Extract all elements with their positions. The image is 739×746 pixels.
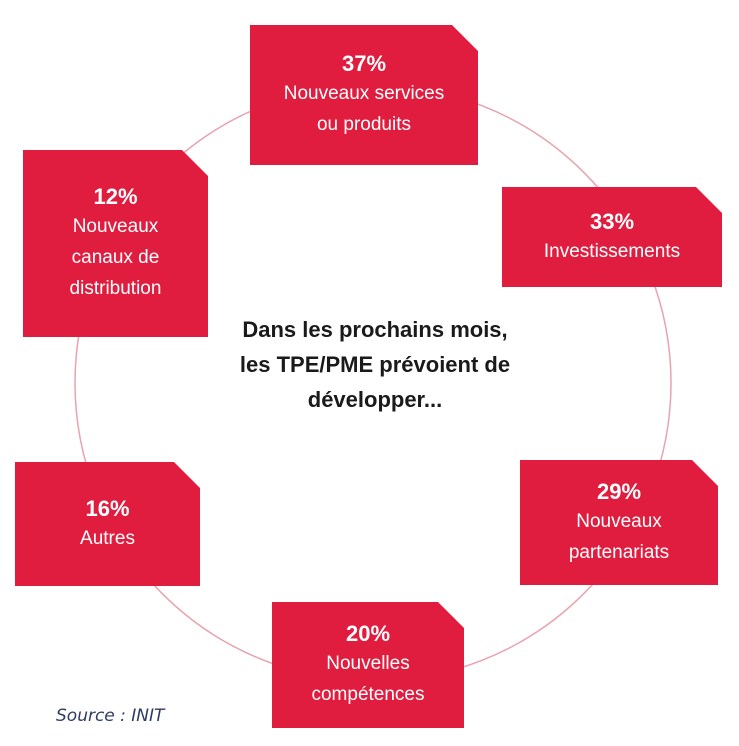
item-percent: 12%: [93, 184, 138, 209]
item-box-new-services: 37% Nouveaux services ou produits: [250, 25, 478, 165]
item-label: Nouvelles compétences: [311, 653, 425, 705]
item-box-new-channels: 12% Nouveaux canaux de distribution: [23, 150, 208, 337]
item-box-investments: 33% Investissements: [502, 187, 722, 287]
item-percent: 16%: [85, 495, 130, 521]
item-label: Autres: [80, 527, 135, 549]
item-percent: 29%: [596, 478, 642, 504]
item-box-new-skills: 20% Nouvelles compétences: [272, 602, 464, 728]
item-label: Investissements: [543, 240, 681, 262]
item-percent: 20%: [345, 621, 391, 646]
item-percent: 33%: [589, 208, 635, 234]
center-question: Dans les prochains mois, les TPE/PME pré…: [239, 317, 511, 412]
item-label: Nouveaux services ou produits: [283, 83, 445, 135]
item-box-others: 16% Autres: [15, 462, 200, 586]
item-box-new-partnerships: 29% Nouveaux partenariats: [520, 460, 718, 585]
item-label: Nouveaux partenariats: [568, 510, 670, 563]
item-label: Nouveaux canaux de distribution: [69, 216, 162, 299]
item-percent: 37%: [341, 51, 387, 76]
source-note: Source : INIT: [56, 706, 165, 726]
